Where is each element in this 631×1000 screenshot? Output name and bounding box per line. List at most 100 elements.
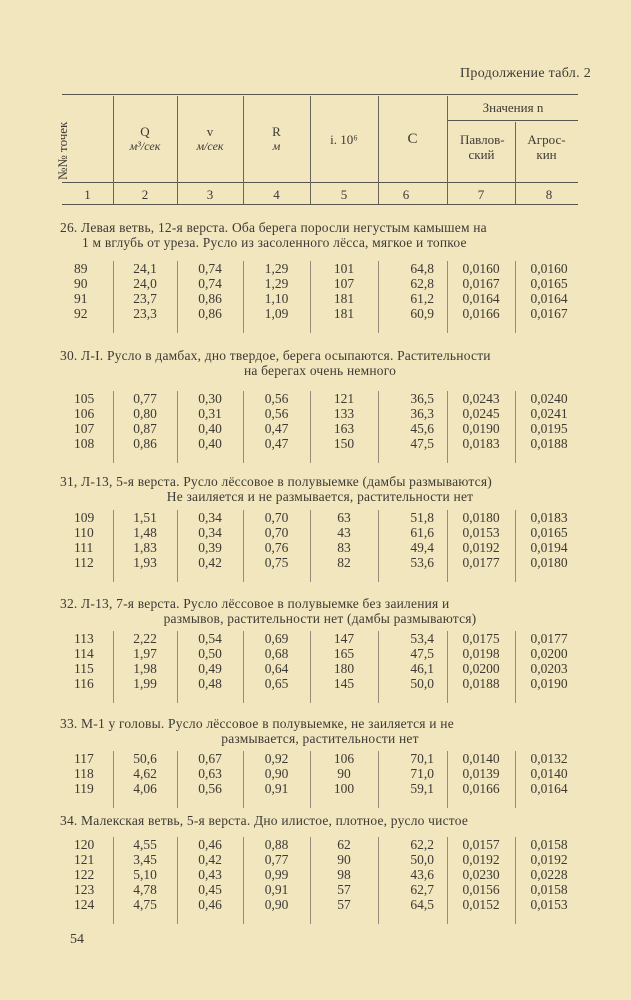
- table-cell: 0,0156: [462, 882, 500, 897]
- table-cell: 123: [74, 882, 95, 897]
- column-divider: [515, 510, 516, 582]
- table-cell: 70,1: [410, 751, 434, 766]
- table-row: 105 0,77 0,30 0,56 121 36,5 0,0243 0,0240: [0, 391, 631, 406]
- header-top-rule: [62, 94, 578, 95]
- table-cell: 43: [337, 525, 351, 540]
- table-cell: 0,0180: [462, 510, 500, 525]
- table-row: 107 0,87 0,40 0,47 163 45,6 0,0190 0,0195: [0, 421, 631, 436]
- table-cell: 119: [74, 781, 94, 796]
- table-cell: 121: [333, 391, 355, 406]
- column-divider: [515, 751, 516, 808]
- table-cell: 165: [333, 646, 355, 661]
- table-cell: 0,0160: [530, 261, 568, 276]
- column-divider: [515, 391, 516, 463]
- column-divider: [113, 751, 114, 808]
- table-cell: 0,48: [198, 676, 222, 691]
- column-divider: [378, 837, 379, 924]
- table-cell: 0,0177: [462, 555, 500, 570]
- table-cell: 23,3: [133, 306, 157, 321]
- table-cell: 110: [74, 525, 94, 540]
- section-title-line: 34. Малекская ветвь, 5-я верста. Дно или…: [60, 813, 469, 828]
- table-cell: 0,49: [198, 661, 222, 676]
- table-cell: 109: [74, 510, 95, 525]
- table-cell: 4,78: [133, 882, 157, 897]
- table-cell: 0,75: [264, 555, 289, 570]
- table-cell: 2,22: [133, 631, 157, 646]
- table-cell: 0,63: [198, 766, 222, 781]
- table-cell: 0,47: [264, 436, 289, 451]
- table-cell: 0,0153: [530, 897, 568, 912]
- column-divider: [243, 631, 244, 703]
- column-divider: [447, 631, 448, 703]
- table-cell: 1,99: [133, 676, 157, 691]
- table-cell: 0,0158: [530, 882, 568, 897]
- table-cell: 5,10: [133, 867, 157, 882]
- table-cell: 106: [333, 751, 355, 766]
- table-cell: 0,0230: [462, 867, 500, 882]
- table-row: 117 50,6 0,67 0,92 106 70,1 0,0140 0,0132: [0, 751, 631, 766]
- table-cell: 71,0: [410, 766, 434, 781]
- header-column-divider: [177, 96, 178, 204]
- column-divider: [310, 261, 311, 333]
- table-cell: 82: [337, 555, 351, 570]
- table-cell: 1,98: [133, 661, 157, 676]
- table-cell: 0,34: [198, 510, 222, 525]
- column-number: 6: [402, 187, 410, 202]
- table-cell: 50,6: [133, 751, 157, 766]
- table-cell: 0,42: [198, 555, 222, 570]
- table-cell: 0,31: [198, 406, 222, 421]
- table-cell: 0,0166: [462, 306, 500, 321]
- table-cell: 181: [333, 291, 355, 306]
- table-cell: 23,7: [133, 291, 157, 306]
- table-cell: 0,69: [264, 631, 289, 646]
- table-cell: 116: [74, 676, 94, 691]
- section-title-line: 31, Л-13, 5-я верста. Русло лёссовое в п…: [60, 474, 492, 489]
- column-divider: [113, 837, 114, 924]
- table-cell: 0,76: [264, 540, 289, 555]
- table-cell: 53,4: [410, 631, 434, 646]
- table-cell: 0,0177: [530, 631, 568, 646]
- column-number: 2: [141, 187, 149, 202]
- table-cell: 4,55: [133, 837, 157, 852]
- table-cell: 90: [337, 766, 351, 781]
- table-cell: 47,5: [410, 646, 434, 661]
- table-cell: 133: [333, 406, 355, 421]
- column-number: 7: [477, 187, 485, 202]
- table-cell: 62,8: [410, 276, 434, 291]
- table-cell: 61,6: [410, 525, 434, 540]
- table-cell: 0,0190: [530, 676, 568, 691]
- column-divider: [378, 631, 379, 703]
- table-cell: 113: [74, 631, 94, 646]
- table-cell: 90: [74, 276, 88, 291]
- table-cell: 0,0180: [530, 555, 568, 570]
- table-cell: 51,8: [410, 510, 434, 525]
- table-cell: 0,0132: [530, 751, 568, 766]
- column-divider: [243, 261, 244, 333]
- section-title: 26. Левая ветвь, 12-я верста. Оба берега…: [60, 220, 580, 250]
- table-cell: 46,1: [410, 661, 434, 676]
- table-cell: 121: [74, 852, 95, 867]
- header-column-divider: [310, 96, 311, 204]
- table-row: 110 1,48 0,34 0,70 43 61,6 0,0153 0,0165: [0, 525, 631, 540]
- column-number: 4: [273, 187, 280, 202]
- table-cell: 0,86: [198, 291, 222, 306]
- table-cell: 45,6: [410, 421, 434, 436]
- table-cell: 0,56: [198, 781, 222, 796]
- table-cell: 0,39: [198, 540, 222, 555]
- table-cell: 0,46: [198, 897, 222, 912]
- table-cell: 124: [74, 897, 95, 912]
- table-cell: 0,0240: [530, 391, 568, 406]
- table-cell: 57: [337, 897, 351, 912]
- table-cell: 0,91: [264, 882, 289, 897]
- col-header-pavlovsky: Павлов-ский: [460, 132, 505, 162]
- column-divider: [447, 510, 448, 582]
- table-cell: 1,48: [133, 525, 157, 540]
- column-divider: [378, 261, 379, 333]
- table-cell: 180: [333, 661, 355, 676]
- section-title: 31, Л-13, 5-я верста. Русло лёссовое в п…: [60, 474, 580, 504]
- column-divider: [310, 751, 311, 808]
- table-cell: 92: [74, 306, 88, 321]
- table-cell: 106: [74, 406, 95, 421]
- column-number: 5: [340, 187, 348, 202]
- section-title-line: 33. М-1 у головы. Русло лёссовое в полув…: [60, 716, 454, 731]
